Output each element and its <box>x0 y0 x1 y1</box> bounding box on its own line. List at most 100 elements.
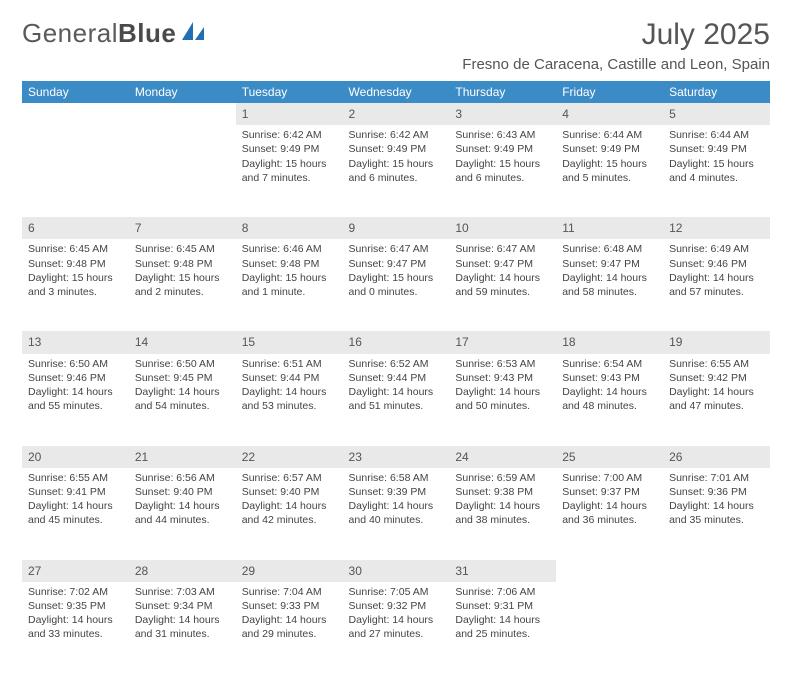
weekday-header-row: SundayMondayTuesdayWednesdayThursdayFrid… <box>22 81 770 103</box>
day-content-row: Sunrise: 7:02 AMSunset: 9:35 PMDaylight:… <box>22 582 770 674</box>
daylight-line: Daylight: 14 hours and 25 minutes. <box>455 613 550 641</box>
day-number-cell: 26 <box>663 446 770 468</box>
daylight-line: Daylight: 14 hours and 47 minutes. <box>669 385 764 413</box>
day-number-cell: 25 <box>556 446 663 468</box>
daylight-line: Daylight: 14 hours and 40 minutes. <box>349 499 444 527</box>
day-number-cell: 30 <box>343 560 450 582</box>
daylight-line: Daylight: 14 hours and 31 minutes. <box>135 613 230 641</box>
day-details: Sunrise: 6:44 AMSunset: 9:49 PMDaylight:… <box>556 125 663 191</box>
sunset-line: Sunset: 9:40 PM <box>135 485 230 499</box>
sunset-line: Sunset: 9:31 PM <box>455 599 550 613</box>
sunrise-line: Sunrise: 6:52 AM <box>349 357 444 371</box>
sunrise-line: Sunrise: 6:50 AM <box>28 357 123 371</box>
brand-text: GeneralBlue <box>22 18 176 49</box>
day-details: Sunrise: 6:50 AMSunset: 9:45 PMDaylight:… <box>129 354 236 420</box>
daylight-line: Daylight: 14 hours and 27 minutes. <box>349 613 444 641</box>
day-cell: Sunrise: 6:47 AMSunset: 9:47 PMDaylight:… <box>449 239 556 331</box>
sunrise-line: Sunrise: 6:46 AM <box>242 242 337 256</box>
day-number-cell: 18 <box>556 331 663 353</box>
day-cell: Sunrise: 6:52 AMSunset: 9:44 PMDaylight:… <box>343 354 450 446</box>
day-number-row: 12345 <box>22 103 770 125</box>
sunset-line: Sunset: 9:44 PM <box>349 371 444 385</box>
day-number-cell <box>663 560 770 582</box>
day-cell: Sunrise: 6:45 AMSunset: 9:48 PMDaylight:… <box>129 239 236 331</box>
sunset-line: Sunset: 9:40 PM <box>242 485 337 499</box>
day-details: Sunrise: 6:42 AMSunset: 9:49 PMDaylight:… <box>343 125 450 191</box>
day-cell: Sunrise: 6:44 AMSunset: 9:49 PMDaylight:… <box>663 125 770 217</box>
sunrise-line: Sunrise: 7:05 AM <box>349 585 444 599</box>
sunset-line: Sunset: 9:39 PM <box>349 485 444 499</box>
day-content-row: Sunrise: 6:42 AMSunset: 9:49 PMDaylight:… <box>22 125 770 217</box>
day-number-cell: 8 <box>236 217 343 239</box>
day-number-cell: 12 <box>663 217 770 239</box>
sunrise-line: Sunrise: 6:48 AM <box>562 242 657 256</box>
day-details: Sunrise: 7:03 AMSunset: 9:34 PMDaylight:… <box>129 582 236 648</box>
sunrise-line: Sunrise: 6:43 AM <box>455 128 550 142</box>
sunrise-line: Sunrise: 6:47 AM <box>349 242 444 256</box>
day-details: Sunrise: 6:51 AMSunset: 9:44 PMDaylight:… <box>236 354 343 420</box>
day-number-cell: 23 <box>343 446 450 468</box>
day-number-cell: 1 <box>236 103 343 125</box>
day-details: Sunrise: 6:45 AMSunset: 9:48 PMDaylight:… <box>22 239 129 305</box>
day-number-row: 13141516171819 <box>22 331 770 353</box>
day-content-row: Sunrise: 6:55 AMSunset: 9:41 PMDaylight:… <box>22 468 770 560</box>
day-details: Sunrise: 6:57 AMSunset: 9:40 PMDaylight:… <box>236 468 343 534</box>
sunrise-line: Sunrise: 6:51 AM <box>242 357 337 371</box>
day-number-cell: 17 <box>449 331 556 353</box>
sunset-line: Sunset: 9:46 PM <box>669 257 764 271</box>
sunrise-line: Sunrise: 6:47 AM <box>455 242 550 256</box>
sunrise-line: Sunrise: 7:02 AM <box>28 585 123 599</box>
daylight-line: Daylight: 14 hours and 38 minutes. <box>455 499 550 527</box>
day-details: Sunrise: 6:59 AMSunset: 9:38 PMDaylight:… <box>449 468 556 534</box>
sunrise-line: Sunrise: 6:55 AM <box>669 357 764 371</box>
day-details: Sunrise: 6:46 AMSunset: 9:48 PMDaylight:… <box>236 239 343 305</box>
daylight-line: Daylight: 15 hours and 4 minutes. <box>669 157 764 185</box>
day-cell <box>663 582 770 674</box>
daylight-line: Daylight: 14 hours and 42 minutes. <box>242 499 337 527</box>
day-number-cell: 11 <box>556 217 663 239</box>
day-cell: Sunrise: 7:05 AMSunset: 9:32 PMDaylight:… <box>343 582 450 674</box>
sunrise-line: Sunrise: 6:58 AM <box>349 471 444 485</box>
day-details: Sunrise: 6:49 AMSunset: 9:46 PMDaylight:… <box>663 239 770 305</box>
sunset-line: Sunset: 9:48 PM <box>28 257 123 271</box>
sunset-line: Sunset: 9:49 PM <box>455 142 550 156</box>
weekday-header: Tuesday <box>236 81 343 103</box>
day-cell: Sunrise: 6:49 AMSunset: 9:46 PMDaylight:… <box>663 239 770 331</box>
daylight-line: Daylight: 14 hours and 58 minutes. <box>562 271 657 299</box>
daylight-line: Daylight: 14 hours and 29 minutes. <box>242 613 337 641</box>
day-details: Sunrise: 6:54 AMSunset: 9:43 PMDaylight:… <box>556 354 663 420</box>
day-number-cell: 16 <box>343 331 450 353</box>
day-cell: Sunrise: 6:55 AMSunset: 9:42 PMDaylight:… <box>663 354 770 446</box>
sunrise-line: Sunrise: 6:49 AM <box>669 242 764 256</box>
day-cell: Sunrise: 7:00 AMSunset: 9:37 PMDaylight:… <box>556 468 663 560</box>
day-details: Sunrise: 6:43 AMSunset: 9:49 PMDaylight:… <box>449 125 556 191</box>
day-details: Sunrise: 6:55 AMSunset: 9:42 PMDaylight:… <box>663 354 770 420</box>
sunset-line: Sunset: 9:36 PM <box>669 485 764 499</box>
daylight-line: Daylight: 15 hours and 1 minute. <box>242 271 337 299</box>
sunset-line: Sunset: 9:34 PM <box>135 599 230 613</box>
brand-part1: General <box>22 18 118 48</box>
day-cell <box>129 125 236 217</box>
sunset-line: Sunset: 9:49 PM <box>669 142 764 156</box>
daylight-line: Daylight: 14 hours and 50 minutes. <box>455 385 550 413</box>
sunrise-line: Sunrise: 6:44 AM <box>562 128 657 142</box>
sunrise-line: Sunrise: 6:59 AM <box>455 471 550 485</box>
day-details: Sunrise: 6:53 AMSunset: 9:43 PMDaylight:… <box>449 354 556 420</box>
day-cell: Sunrise: 6:46 AMSunset: 9:48 PMDaylight:… <box>236 239 343 331</box>
daylight-line: Daylight: 14 hours and 57 minutes. <box>669 271 764 299</box>
day-details: Sunrise: 6:42 AMSunset: 9:49 PMDaylight:… <box>236 125 343 191</box>
sunset-line: Sunset: 9:41 PM <box>28 485 123 499</box>
sunrise-line: Sunrise: 7:04 AM <box>242 585 337 599</box>
sunrise-line: Sunrise: 6:56 AM <box>135 471 230 485</box>
day-cell <box>556 582 663 674</box>
day-number-cell: 10 <box>449 217 556 239</box>
day-cell: Sunrise: 7:06 AMSunset: 9:31 PMDaylight:… <box>449 582 556 674</box>
header: GeneralBlue July 2025 Fresno de Caracena… <box>22 18 770 73</box>
sunrise-line: Sunrise: 7:06 AM <box>455 585 550 599</box>
daylight-line: Daylight: 15 hours and 0 minutes. <box>349 271 444 299</box>
day-cell: Sunrise: 6:58 AMSunset: 9:39 PMDaylight:… <box>343 468 450 560</box>
month-title: July 2025 <box>462 18 770 52</box>
daylight-line: Daylight: 14 hours and 55 minutes. <box>28 385 123 413</box>
day-cell: Sunrise: 6:50 AMSunset: 9:45 PMDaylight:… <box>129 354 236 446</box>
day-number-cell: 28 <box>129 560 236 582</box>
